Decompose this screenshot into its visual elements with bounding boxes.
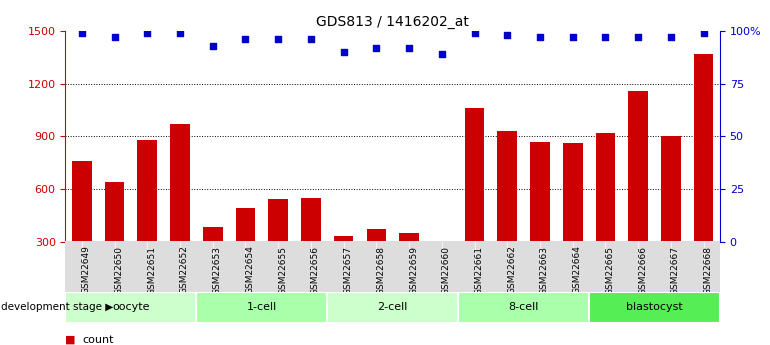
Point bbox=[174, 30, 186, 36]
Bar bbox=[530, 141, 550, 242]
Bar bbox=[589, 292, 720, 323]
Text: 2-cell: 2-cell bbox=[377, 302, 408, 312]
Point bbox=[305, 37, 317, 42]
Text: development stage ▶: development stage ▶ bbox=[1, 302, 113, 312]
Point bbox=[436, 51, 448, 57]
Point bbox=[337, 49, 350, 55]
Bar bbox=[333, 236, 353, 241]
Bar bbox=[464, 108, 484, 242]
Text: GSM22649: GSM22649 bbox=[82, 246, 91, 294]
Text: GSM22666: GSM22666 bbox=[638, 246, 647, 295]
Bar bbox=[137, 140, 157, 242]
Text: GSM22664: GSM22664 bbox=[573, 246, 581, 294]
Text: GSM22665: GSM22665 bbox=[605, 246, 614, 295]
Text: 8-cell: 8-cell bbox=[508, 302, 539, 312]
Text: GSM22650: GSM22650 bbox=[115, 246, 123, 295]
Bar bbox=[432, 241, 451, 247]
Text: blastocyst: blastocyst bbox=[626, 302, 683, 312]
Bar bbox=[367, 229, 386, 242]
Text: GSM22668: GSM22668 bbox=[704, 246, 712, 295]
Text: GSM22661: GSM22661 bbox=[474, 246, 484, 295]
Text: GSM22656: GSM22656 bbox=[311, 246, 320, 295]
Text: ■: ■ bbox=[65, 335, 79, 345]
Point bbox=[109, 34, 121, 40]
Point bbox=[272, 37, 284, 42]
Text: GSM22654: GSM22654 bbox=[246, 246, 254, 294]
Bar bbox=[72, 161, 92, 242]
Text: GSM22663: GSM22663 bbox=[540, 246, 549, 295]
Bar bbox=[497, 131, 517, 241]
Point bbox=[239, 37, 252, 42]
Text: GSM22660: GSM22660 bbox=[442, 246, 450, 295]
Bar bbox=[236, 208, 255, 242]
Title: GDS813 / 1416202_at: GDS813 / 1416202_at bbox=[316, 14, 469, 29]
Text: GSM22652: GSM22652 bbox=[180, 246, 189, 294]
Text: 1-cell: 1-cell bbox=[246, 302, 277, 312]
Bar bbox=[694, 54, 713, 241]
Point bbox=[75, 30, 88, 36]
Bar bbox=[563, 143, 582, 241]
Bar bbox=[196, 292, 327, 323]
Bar bbox=[595, 133, 615, 242]
Text: oocyte: oocyte bbox=[112, 302, 149, 312]
Point bbox=[468, 30, 480, 36]
Point bbox=[501, 32, 514, 38]
Bar bbox=[170, 124, 189, 242]
Point bbox=[599, 34, 611, 40]
Point bbox=[403, 45, 415, 51]
Bar bbox=[628, 91, 648, 242]
Point bbox=[141, 30, 153, 36]
Text: GSM22658: GSM22658 bbox=[377, 246, 385, 295]
Text: count: count bbox=[82, 335, 114, 345]
Text: GSM22653: GSM22653 bbox=[213, 246, 222, 295]
Text: GSM22659: GSM22659 bbox=[409, 246, 418, 295]
Bar bbox=[65, 292, 196, 323]
Point bbox=[370, 45, 383, 51]
Point bbox=[698, 30, 710, 36]
Bar bbox=[203, 227, 223, 242]
Bar bbox=[105, 182, 124, 241]
Point bbox=[534, 34, 546, 40]
Text: GSM22662: GSM22662 bbox=[507, 246, 516, 294]
Bar bbox=[268, 199, 288, 242]
Bar bbox=[327, 292, 458, 323]
Point bbox=[665, 34, 677, 40]
Bar bbox=[399, 233, 419, 242]
Point bbox=[632, 34, 644, 40]
Text: GSM22655: GSM22655 bbox=[278, 246, 287, 295]
Text: GSM22657: GSM22657 bbox=[343, 246, 353, 295]
Bar bbox=[458, 292, 589, 323]
Text: GSM22651: GSM22651 bbox=[147, 246, 156, 295]
Bar bbox=[661, 136, 681, 242]
Point bbox=[206, 43, 219, 49]
Bar bbox=[301, 198, 320, 241]
Text: GSM22667: GSM22667 bbox=[671, 246, 680, 295]
Point bbox=[567, 34, 579, 40]
